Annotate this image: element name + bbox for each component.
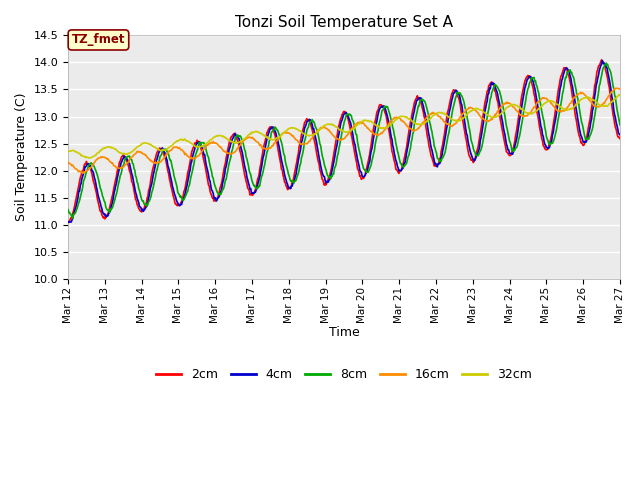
Title: Tonzi Soil Temperature Set A: Tonzi Soil Temperature Set A — [235, 15, 453, 30]
32cm — [428, 114, 436, 120]
16cm — [616, 86, 624, 92]
8cm — [68, 216, 76, 221]
8cm — [412, 115, 420, 120]
2cm — [64, 219, 72, 225]
2cm — [616, 136, 624, 142]
2cm — [428, 155, 436, 160]
4cm — [598, 58, 606, 63]
4cm — [412, 102, 420, 108]
16cm — [188, 155, 195, 160]
32cm — [217, 133, 225, 139]
Text: TZ_fmet: TZ_fmet — [72, 34, 125, 47]
Line: 8cm: 8cm — [68, 63, 620, 218]
Line: 16cm: 16cm — [68, 88, 620, 173]
32cm — [64, 149, 72, 155]
4cm — [65, 219, 72, 225]
32cm — [85, 155, 93, 161]
8cm — [132, 173, 140, 179]
8cm — [64, 207, 72, 213]
16cm — [428, 111, 436, 117]
32cm — [412, 121, 420, 127]
4cm — [616, 132, 624, 138]
Legend: 2cm, 4cm, 8cm, 16cm, 32cm: 2cm, 4cm, 8cm, 16cm, 32cm — [151, 363, 537, 386]
Line: 2cm: 2cm — [68, 60, 620, 223]
16cm — [74, 168, 82, 174]
16cm — [79, 170, 87, 176]
32cm — [188, 141, 195, 146]
32cm — [616, 92, 624, 97]
32cm — [616, 92, 623, 97]
4cm — [188, 159, 195, 165]
2cm — [598, 57, 605, 63]
4cm — [428, 147, 436, 153]
16cm — [612, 85, 620, 91]
8cm — [428, 129, 436, 134]
8cm — [217, 192, 225, 197]
16cm — [412, 127, 420, 133]
16cm — [132, 151, 140, 156]
32cm — [132, 146, 140, 152]
2cm — [217, 182, 225, 188]
2cm — [75, 182, 83, 188]
16cm — [217, 144, 225, 150]
4cm — [64, 219, 72, 225]
Line: 32cm: 32cm — [68, 95, 620, 158]
4cm — [132, 190, 140, 195]
2cm — [412, 96, 420, 102]
2cm — [188, 149, 195, 155]
Y-axis label: Soil Temperature (C): Soil Temperature (C) — [15, 93, 28, 221]
8cm — [188, 171, 195, 177]
Line: 4cm: 4cm — [68, 60, 620, 222]
8cm — [75, 200, 83, 206]
16cm — [64, 159, 72, 165]
8cm — [616, 122, 624, 128]
32cm — [74, 150, 82, 156]
2cm — [65, 220, 72, 226]
X-axis label: Time: Time — [328, 325, 360, 338]
8cm — [602, 60, 610, 66]
2cm — [132, 196, 140, 202]
4cm — [217, 189, 225, 195]
4cm — [75, 188, 83, 194]
